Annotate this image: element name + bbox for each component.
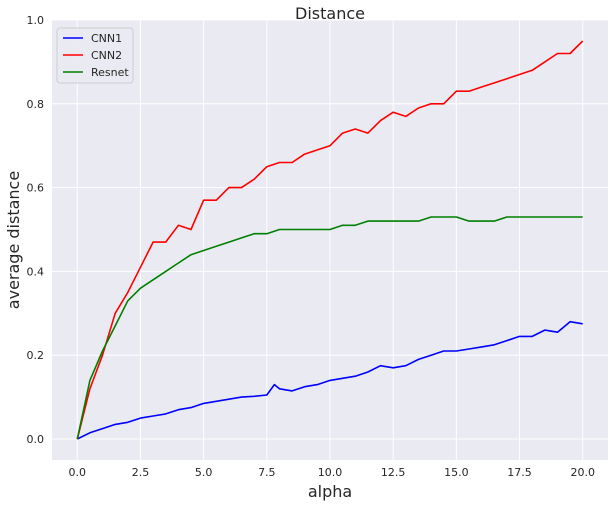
- x-tick-label: 12.5: [381, 466, 406, 479]
- x-tick-label: 5.0: [195, 466, 213, 479]
- chart-title: Distance: [295, 4, 365, 23]
- x-tick-label: 10.0: [318, 466, 343, 479]
- y-tick-label: 0.2: [27, 349, 45, 362]
- x-tick-label: 17.5: [507, 466, 532, 479]
- x-tick-label: 0.0: [69, 466, 87, 479]
- y-tick-label: 1.0: [27, 14, 45, 27]
- legend-box: [56, 27, 134, 84]
- y-tick-label: 0.8: [27, 98, 45, 111]
- y-axis-label: average distance: [4, 171, 23, 309]
- x-tick-label: 7.5: [258, 466, 276, 479]
- y-tick-label: 0.6: [27, 182, 45, 195]
- grid: [52, 19, 608, 460]
- x-axis-label: alpha: [308, 482, 352, 501]
- x-tick-label: 15.0: [444, 466, 469, 479]
- legend-label-cnn1: CNN1: [91, 32, 122, 45]
- x-tick-label: 20.0: [570, 466, 595, 479]
- y-tick-label: 0.4: [27, 265, 45, 278]
- series-line-cnn2: [76, 40, 584, 440]
- series-line-resnet: [76, 216, 583, 440]
- legend-label-cnn2: CNN2: [91, 49, 122, 62]
- legend-label-resnet: Resnet: [91, 66, 129, 79]
- series-line-cnn1: [76, 320, 583, 440]
- x-tick-label: 2.5: [132, 466, 150, 479]
- legend: CNN1 CNN2 Resnet: [56, 27, 134, 84]
- ticks: 0.0 2.5 5.0 7.5 10.0 12.5 15.0 17.5 20.0 0.0 0.2 0.…: [27, 14, 595, 479]
- y-tick-label: 0.0: [27, 433, 45, 446]
- series-layer: [76, 40, 584, 440]
